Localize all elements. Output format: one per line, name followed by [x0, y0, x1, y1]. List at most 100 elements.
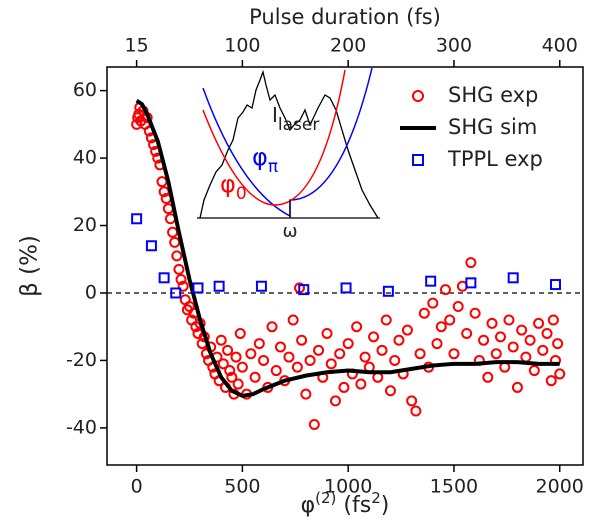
inset-phi-pi: φπ: [252, 143, 278, 177]
point: [516, 324, 528, 336]
x-tick-label: 1500: [430, 476, 478, 498]
inset-intensity-sub: laser: [278, 115, 319, 135]
point: [520, 351, 532, 363]
point: [359, 351, 371, 363]
point: [507, 341, 519, 353]
point: [171, 250, 183, 262]
point: [528, 365, 540, 377]
y-tick-label: 20: [73, 214, 97, 236]
inset-phi-pi-main: φ: [252, 143, 268, 171]
point: [249, 371, 261, 383]
point: [511, 381, 523, 393]
point: [465, 257, 477, 269]
point: [236, 361, 248, 373]
point: [380, 314, 392, 326]
point: [351, 321, 363, 333]
x2-tick-label: 15: [125, 35, 149, 57]
point: [469, 307, 481, 319]
x-tick-label: 1000: [324, 476, 372, 498]
point: [547, 314, 559, 326]
point: [258, 354, 270, 366]
point: [465, 277, 477, 289]
point: [355, 378, 367, 390]
point: [406, 395, 418, 407]
legend-label: SHG sim: [448, 115, 537, 139]
y-tick-label: 40: [73, 147, 97, 169]
point: [234, 327, 246, 339]
point: [170, 287, 182, 299]
point: [384, 385, 396, 397]
point: [213, 280, 225, 292]
x-tick-label: 500: [224, 476, 260, 498]
inset-intensity-main: I: [272, 103, 278, 127]
point: [325, 358, 337, 370]
point: [224, 365, 236, 377]
inset-phi-0-main: φ: [220, 170, 236, 198]
plot-frame: [106, 66, 584, 466]
point: [552, 338, 564, 350]
point: [401, 324, 413, 336]
point: [414, 348, 426, 360]
point: [270, 365, 282, 377]
point: [131, 213, 143, 225]
point: [444, 314, 456, 326]
line: [135, 99, 560, 398]
point: [329, 395, 341, 407]
point: [545, 375, 557, 387]
point: [177, 280, 189, 292]
legend-swatch: [412, 154, 424, 166]
point: [300, 388, 312, 400]
point: [376, 344, 388, 356]
point: [425, 275, 437, 287]
point: [298, 284, 310, 296]
y-tick-label: -40: [66, 416, 97, 438]
point: [226, 371, 238, 383]
x-label-phi: φ: [301, 493, 316, 518]
point: [321, 327, 333, 339]
point: [368, 331, 380, 343]
point: [486, 317, 498, 329]
point: [167, 226, 179, 238]
inset: Ilaser φπ φ0 ω: [197, 67, 380, 242]
point: [461, 327, 473, 339]
point: [334, 348, 346, 360]
point: [192, 282, 204, 294]
point: [283, 351, 295, 363]
x2-tick-label: 200: [330, 35, 366, 57]
point: [245, 348, 257, 360]
point: [230, 351, 242, 363]
x-tick-label: 2000: [536, 476, 584, 498]
inset-phi-0: φ0: [220, 170, 247, 204]
legend-swatch: [412, 90, 424, 102]
y-tick-label: -20: [66, 349, 97, 371]
point: [222, 344, 234, 356]
inset-intensity: Ilaser: [272, 103, 319, 135]
point: [255, 280, 267, 292]
point: [340, 282, 352, 294]
point: [503, 314, 515, 326]
point: [410, 405, 422, 417]
point: [478, 334, 490, 346]
point: [554, 368, 566, 380]
point: [507, 272, 519, 284]
point: [435, 321, 447, 333]
x-axis-label: φ(2) (fs2): [301, 489, 390, 518]
point: [313, 344, 325, 356]
point: [482, 371, 494, 383]
point: [304, 354, 316, 366]
x2-tick-label: 300: [436, 35, 472, 57]
point: [274, 341, 286, 353]
point: [217, 358, 229, 370]
point: [427, 297, 439, 309]
point: [308, 419, 320, 431]
legend-label: SHG exp: [448, 83, 538, 107]
point: [338, 381, 350, 393]
point: [549, 279, 561, 291]
point: [533, 317, 545, 329]
x-label-close: ): [381, 493, 390, 518]
inset-omega: ω: [282, 221, 297, 242]
point: [448, 348, 460, 360]
point: [389, 354, 401, 366]
point: [169, 236, 181, 248]
point: [431, 338, 443, 350]
